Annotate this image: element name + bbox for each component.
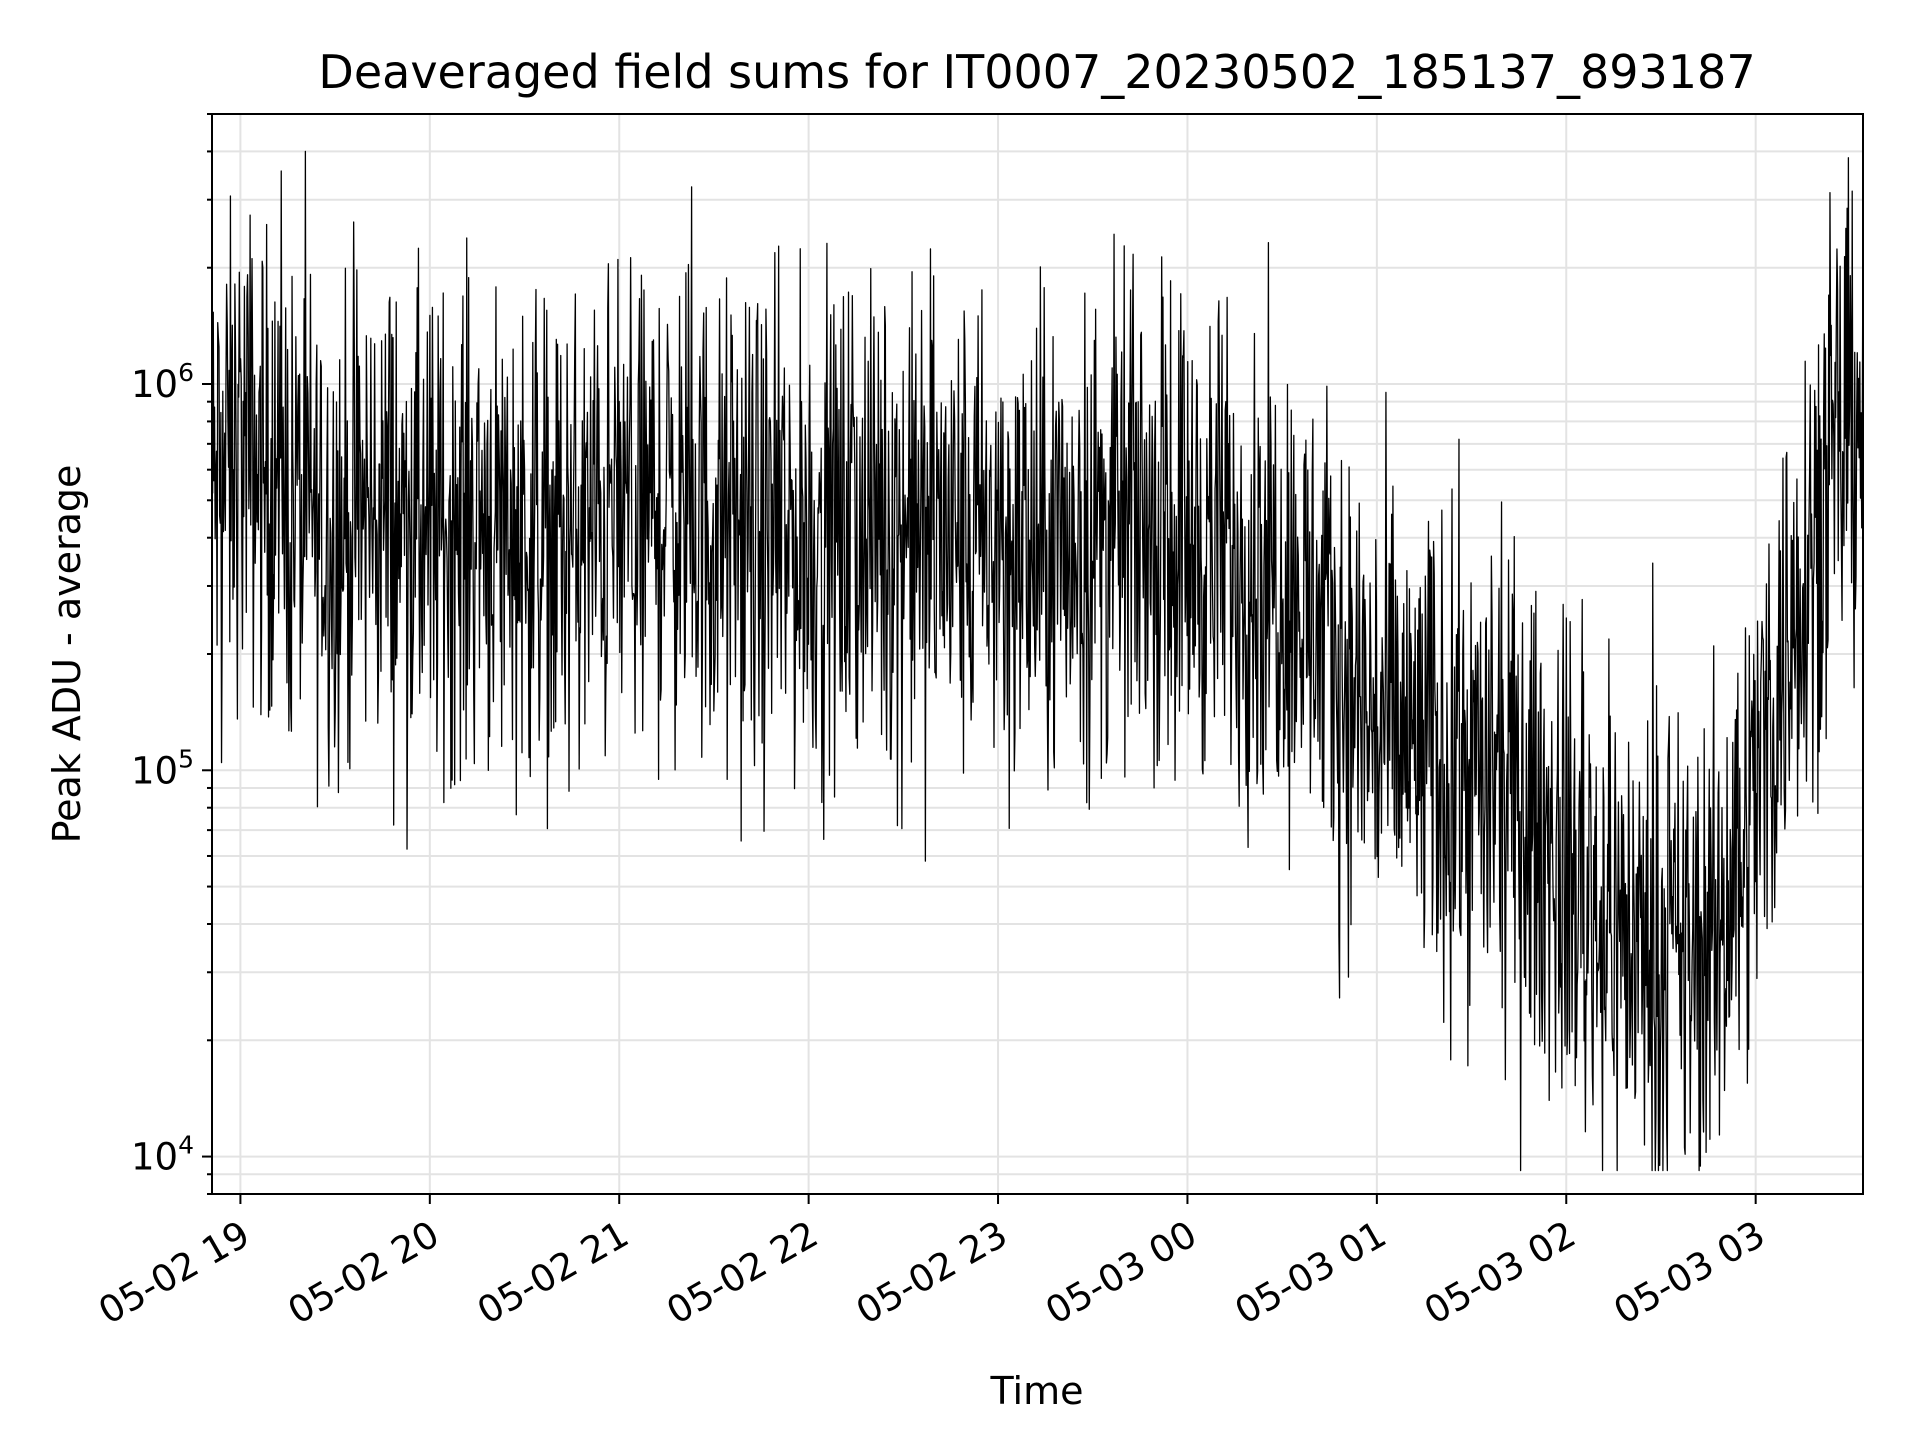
y-tick-label: 104 — [131, 1131, 194, 1179]
chart-title: Deaveraged field sums for IT0007_2023050… — [318, 45, 1755, 99]
x-axis-label: Time — [990, 1369, 1084, 1413]
series-layer — [211, 150, 1864, 1172]
y-tick-label: 105 — [131, 744, 194, 792]
y-axis-label: Peak ADU - average — [45, 465, 89, 844]
y-tick-label: 106 — [131, 358, 194, 406]
series-line — [211, 150, 1864, 1172]
